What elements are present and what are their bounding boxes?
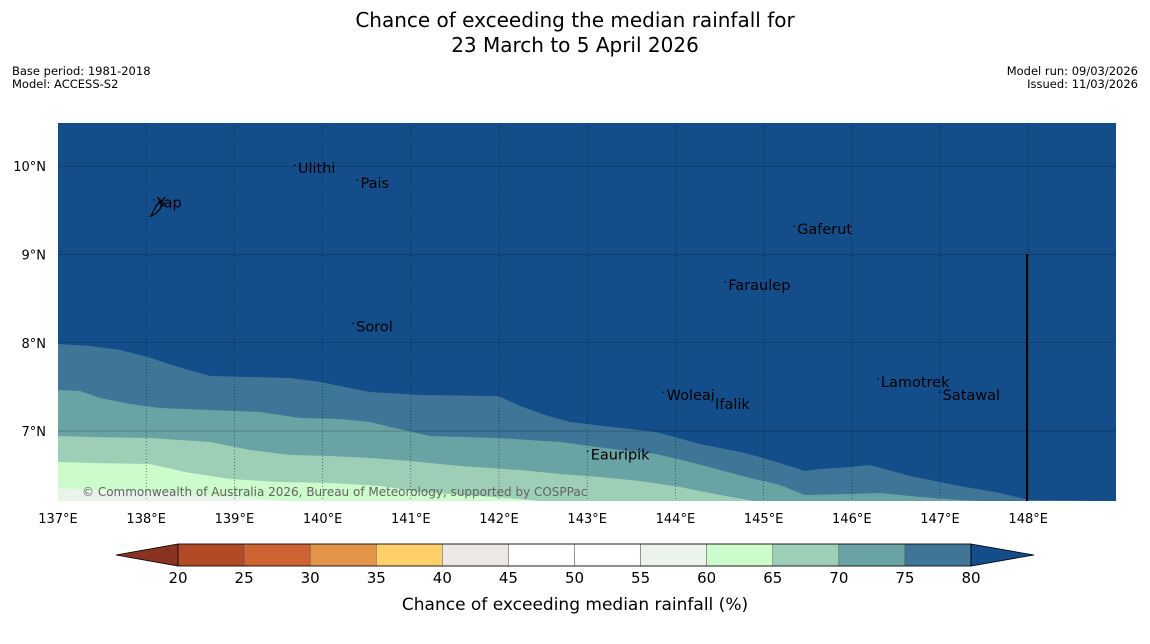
colorbar-tick-label: 75 bbox=[895, 569, 914, 587]
island-marker bbox=[711, 400, 713, 402]
place-label-sorol: Sorol bbox=[356, 319, 393, 335]
longitude-label: 142°E bbox=[479, 512, 519, 527]
island-marker bbox=[352, 322, 354, 325]
latitude-label: 9°N bbox=[22, 248, 47, 263]
latitude-label: 8°N bbox=[22, 337, 47, 352]
place-label-satawal: Satawal bbox=[943, 388, 1000, 404]
island-marker bbox=[724, 280, 727, 283]
longitude-labels: 137°E 138°E 139°E 140°E 141°E 142°E 143°E 144°E… bbox=[38, 512, 1048, 527]
place-label-eauripik: Eauripik bbox=[591, 447, 650, 463]
base-period-text: Base period: 1981-2018 bbox=[12, 64, 151, 78]
colorbar-tick-label: 60 bbox=[697, 569, 716, 587]
island-marker bbox=[793, 225, 795, 227]
copyright-text: © Commonwealth of Australia 2026, Bureau… bbox=[82, 485, 587, 499]
place-label-ifalik: Ifalik bbox=[715, 397, 750, 413]
colorbar-extend-low bbox=[115, 543, 179, 567]
colorbar-tick-label: 30 bbox=[301, 569, 320, 587]
colorbar-segment bbox=[640, 543, 707, 567]
title-line-1: Chance of exceeding the median rainfall … bbox=[355, 8, 795, 32]
colorbar-tick-label: 70 bbox=[829, 569, 848, 587]
colorbar-segment bbox=[442, 543, 509, 567]
longitude-label: 140°E bbox=[303, 512, 343, 527]
colorbar-segment bbox=[838, 543, 906, 567]
latitude-labels: 10°N 9°N 8°N 7°N bbox=[13, 160, 46, 440]
colorbar-segment bbox=[177, 543, 245, 567]
colorbar-tick-label: 50 bbox=[565, 569, 584, 587]
longitude-label: 137°E bbox=[38, 512, 78, 527]
latitude-label: 10°N bbox=[13, 160, 46, 175]
island-marker bbox=[356, 179, 359, 182]
band-55-60 bbox=[58, 488, 288, 501]
colorbar-tick-label: 35 bbox=[367, 569, 386, 587]
longitude-label: 145°E bbox=[744, 512, 784, 527]
band-60-65 bbox=[58, 462, 540, 501]
model-run-text: Model run: 09/03/2026 bbox=[1006, 64, 1138, 78]
colorbar-segment bbox=[309, 543, 377, 567]
colorbar-segment bbox=[574, 543, 641, 567]
place-labels: Ulithi Pais Yap Gaferut Faraulep Sorol Lamotre… bbox=[152, 161, 1000, 463]
map-title: Chance of exceeding the median rainfall … bbox=[0, 8, 1150, 58]
longitude-label: 138°E bbox=[126, 512, 166, 527]
longitude-label: 144°E bbox=[656, 512, 696, 527]
colorbar-tick-label: 80 bbox=[961, 569, 980, 587]
title-line-2: 23 March to 5 April 2026 bbox=[451, 33, 699, 57]
colorbar-tick-label: 45 bbox=[499, 569, 518, 587]
island-marker bbox=[152, 198, 155, 201]
colorbar-tick-label: 25 bbox=[235, 569, 254, 587]
island-marker bbox=[586, 450, 589, 453]
island-marker bbox=[877, 378, 879, 380]
longitude-label: 143°E bbox=[567, 512, 607, 527]
info-right: Model run: 09/03/2026 Issued: 11/03/2026 bbox=[1007, 65, 1138, 91]
colorbar-tick-label: 65 bbox=[763, 569, 782, 587]
info-left: Base period: 1981-2018 Model: ACCESS-S2 bbox=[12, 65, 151, 91]
place-label-pais: Pais bbox=[361, 176, 390, 192]
longitude-label: 147°E bbox=[920, 512, 960, 527]
colorbar-segment bbox=[508, 543, 575, 567]
colorbar-tick-label: 20 bbox=[168, 569, 187, 587]
colorbar-tick-label: 40 bbox=[433, 569, 452, 587]
island-marker bbox=[662, 391, 665, 393]
colorbar: 20 25 30 35 40 45 50 55 60 65 70 75 80 bbox=[115, 543, 1035, 587]
issued-text: Issued: 11/03/2026 bbox=[1027, 77, 1138, 91]
longitude-label: 139°E bbox=[215, 512, 255, 527]
latitude-label: 7°N bbox=[22, 425, 47, 440]
colorbar-tick-label: 55 bbox=[631, 569, 650, 587]
colorbar-segment bbox=[904, 543, 972, 567]
colorbar-segment bbox=[706, 543, 774, 567]
island-marker bbox=[938, 391, 941, 393]
place-label-lamotrek: Lamotrek bbox=[881, 375, 950, 391]
yap-island-outline bbox=[149, 199, 165, 218]
place-label-yap: Yap bbox=[156, 196, 182, 212]
colorbar-extend-high bbox=[970, 543, 1035, 567]
island-marker bbox=[294, 164, 296, 167]
model-text: Model: ACCESS-S2 bbox=[12, 77, 119, 91]
colorbar-label: Chance of exceeding median rainfall (%) bbox=[402, 595, 748, 615]
colorbar-segment bbox=[243, 543, 311, 567]
colorbar-frame bbox=[177, 543, 972, 567]
colorbar-segment bbox=[376, 543, 443, 567]
place-label-gaferut: Gaferut bbox=[797, 222, 852, 238]
place-label-woleai: Woleai bbox=[667, 388, 715, 404]
colorbar-segment bbox=[772, 543, 840, 567]
graticule bbox=[58, 123, 1116, 501]
place-label-faraulep: Faraulep bbox=[728, 278, 790, 294]
yap-island-reef bbox=[157, 201, 168, 208]
longitude-label: 148°E bbox=[1008, 512, 1048, 527]
longitude-label: 141°E bbox=[391, 512, 431, 527]
place-label-ulithi: Ulithi bbox=[298, 161, 336, 177]
longitude-label: 146°E bbox=[832, 512, 872, 527]
